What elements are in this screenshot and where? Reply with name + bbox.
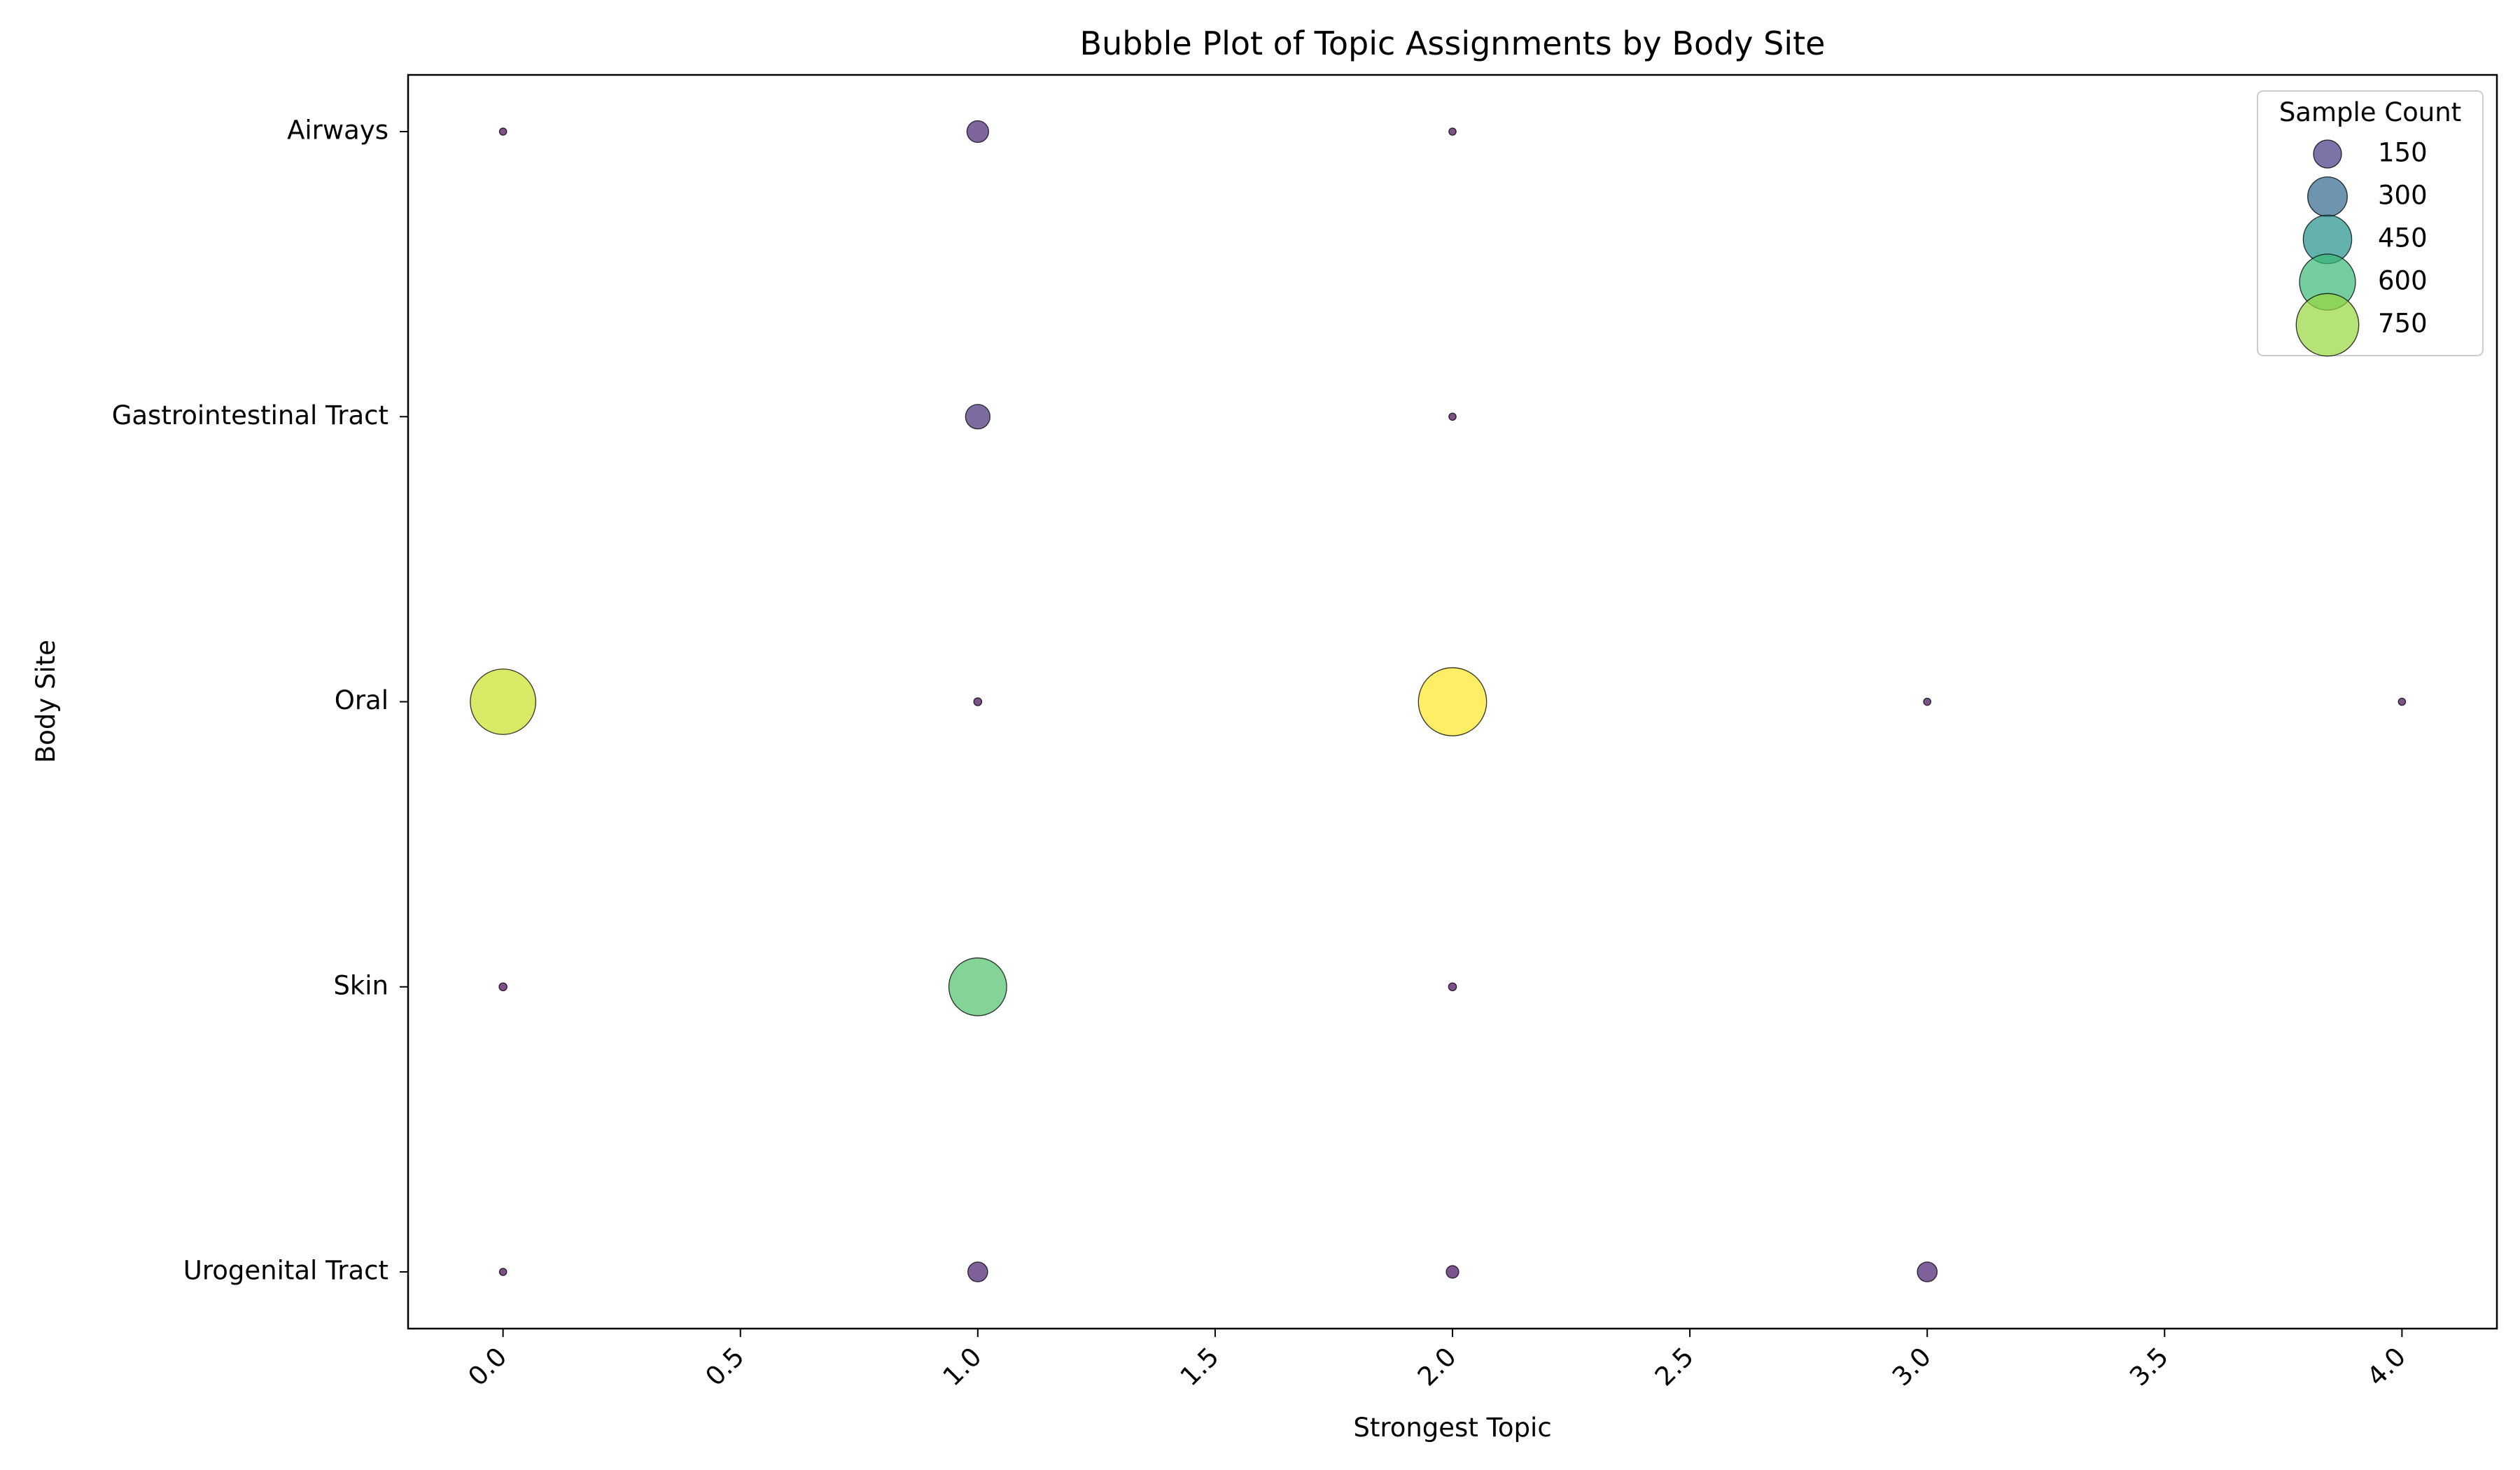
y-tick-label: Urogenital Tract — [183, 1256, 388, 1286]
legend-label: 150 — [2378, 138, 2428, 168]
bubble — [973, 697, 983, 706]
legend-marker — [2307, 176, 2348, 217]
bubble — [1448, 127, 1457, 136]
bubble — [1923, 697, 1931, 706]
legend-label: 750 — [2378, 309, 2428, 339]
bubble — [1917, 1261, 1938, 1282]
bubble — [966, 120, 989, 144]
bubble — [1418, 667, 1488, 736]
y-tick-label: Skin — [333, 970, 388, 1000]
y-tick-label: Airways — [287, 115, 388, 146]
legend-marker — [2295, 293, 2360, 357]
x-axis-title: Strongest Topic — [1353, 1413, 1551, 1443]
legend: Sample Count 150 300 450 600 750 — [2257, 90, 2484, 357]
y-axis-title: Body Site — [31, 640, 61, 763]
legend-title: Sample Count — [2279, 97, 2461, 127]
y-tick-label: Gastrointestinal Tract — [112, 400, 388, 430]
bubble — [965, 404, 990, 430]
bubble — [498, 1268, 507, 1276]
legend-marker — [2313, 139, 2342, 169]
bubble — [470, 668, 537, 735]
bubble — [948, 957, 1007, 1016]
bubble — [1448, 982, 1457, 992]
legend-label: 300 — [2378, 181, 2428, 211]
bubble — [498, 127, 507, 136]
bubble — [967, 1261, 988, 1282]
bubble — [1448, 412, 1457, 421]
legend-label: 600 — [2378, 266, 2428, 296]
y-tick-label: Oral — [335, 685, 388, 715]
bubble — [1446, 1265, 1460, 1279]
legend-label: 450 — [2378, 223, 2428, 253]
bubble — [2398, 697, 2407, 706]
chart-title: Bubble Plot of Topic Assignments by Body… — [1080, 24, 1826, 62]
legend-box — [2257, 90, 2484, 356]
bubble — [498, 982, 507, 992]
